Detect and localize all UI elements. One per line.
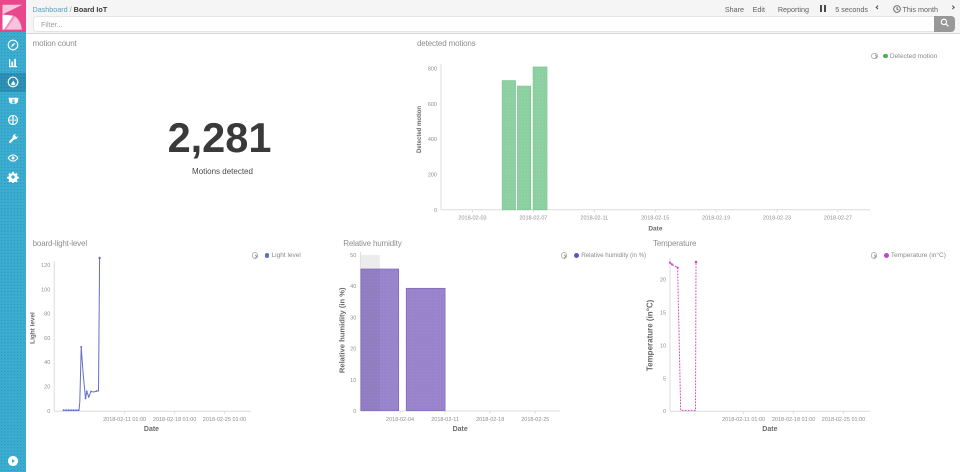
svg-text:Detected motion: Detected motion <box>417 106 423 153</box>
svg-text:2018-02-25 01:00: 2018-02-25 01:00 <box>203 417 246 423</box>
svg-text:20: 20 <box>660 277 666 283</box>
svg-text:800: 800 <box>428 66 437 72</box>
svg-text:2018-02-03: 2018-02-03 <box>458 216 486 222</box>
svg-text:2018-02-23: 2018-02-23 <box>763 216 791 222</box>
svg-text:2018-02-04: 2018-02-04 <box>386 417 414 423</box>
svg-text:Date: Date <box>648 226 662 233</box>
svg-text:40: 40 <box>44 360 50 366</box>
svg-text:Light level: Light level <box>30 312 37 344</box>
svg-text:2018-02-25: 2018-02-25 <box>521 417 549 423</box>
svg-text:30: 30 <box>350 315 356 321</box>
svg-text:20: 20 <box>44 385 50 391</box>
svg-text:100: 100 <box>41 287 50 293</box>
svg-text:2018-02-19: 2018-02-19 <box>702 216 730 222</box>
svg-text:0: 0 <box>663 409 666 415</box>
svg-text:2018-02-11 01:00: 2018-02-11 01:00 <box>103 417 146 423</box>
svg-text:Temperature (in°C): Temperature (in°C) <box>646 299 655 371</box>
svg-text:2018-02-18 01:00: 2018-02-18 01:00 <box>772 417 815 423</box>
svg-text:200: 200 <box>428 173 437 179</box>
svg-text:0: 0 <box>47 409 50 415</box>
svg-text:Relative humidity (in %): Relative humidity (in %) <box>338 287 347 373</box>
svg-text:40: 40 <box>350 284 356 290</box>
svg-text:20: 20 <box>350 347 356 353</box>
svg-text:50: 50 <box>350 253 356 259</box>
svg-text:15: 15 <box>660 310 666 316</box>
svg-text:2018-02-11 01:00: 2018-02-11 01:00 <box>722 417 765 423</box>
svg-text:2018-02-18: 2018-02-18 <box>476 417 504 423</box>
svg-text:80: 80 <box>44 312 50 318</box>
svg-text:5: 5 <box>663 376 666 382</box>
svg-text:600: 600 <box>428 102 437 108</box>
svg-text:2018-02-25 01:00: 2018-02-25 01:00 <box>822 417 865 423</box>
svg-text:2018-02-15: 2018-02-15 <box>641 216 669 222</box>
svg-text:Date: Date <box>144 426 159 433</box>
svg-text:10: 10 <box>660 343 666 349</box>
svg-text:0: 0 <box>353 409 356 415</box>
svg-text:120: 120 <box>41 263 50 269</box>
svg-text:2018-02-07: 2018-02-07 <box>519 216 547 222</box>
svg-text:2018-02-11: 2018-02-11 <box>580 216 608 222</box>
svg-text:10: 10 <box>350 378 356 384</box>
svg-text:400: 400 <box>428 137 437 143</box>
svg-text:0: 0 <box>434 208 437 214</box>
svg-text:2018-02-27: 2018-02-27 <box>824 216 852 222</box>
svg-text:Date: Date <box>762 426 777 433</box>
svg-text:Date: Date <box>453 426 468 433</box>
svg-text:2018-02-11: 2018-02-11 <box>431 417 459 423</box>
svg-text:60: 60 <box>44 336 50 342</box>
svg-text:2018-02-18 01:00: 2018-02-18 01:00 <box>153 417 196 423</box>
